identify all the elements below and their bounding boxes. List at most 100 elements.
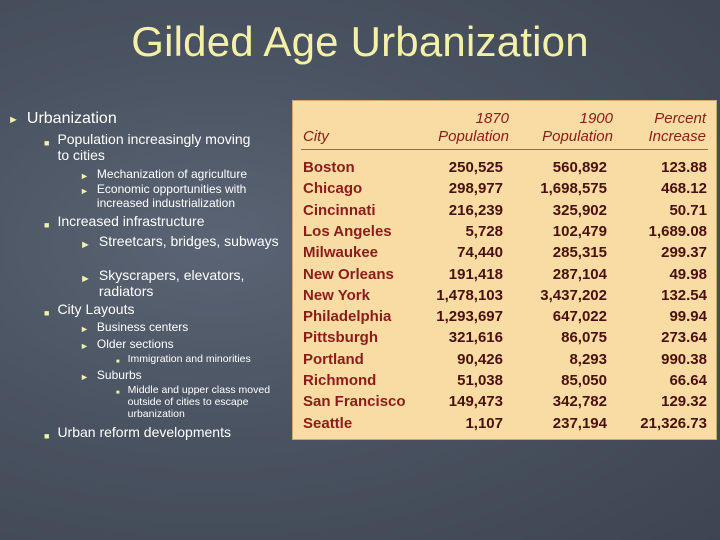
arrow-bullet-icon: ► <box>80 186 89 196</box>
cell-percent-increase: 990.38 <box>661 350 707 368</box>
cell-1900-population: 342,782 <box>552 393 607 411</box>
bullet-text: Skyscrapers, elevators, radiators <box>98 267 245 299</box>
square-bullet-icon: ■ <box>44 220 50 230</box>
cell-1900-population: 86,075 <box>561 329 607 347</box>
bullet-city-layouts: ■ City Layouts <box>44 301 274 321</box>
header-1870-population: Population <box>438 128 509 145</box>
cell-percent-increase: 21,326.73 <box>640 414 707 432</box>
cell-city: New York <box>303 286 370 304</box>
cell-1900-population: 102,479 <box>552 222 607 240</box>
bullet-text: Mechanization of agriculture <box>96 167 248 181</box>
bullet-text: City Layouts <box>57 301 135 317</box>
bullet-middle-upper-class: ■ Middle and upper class moved outside o… <box>116 384 276 420</box>
header-city: City <box>303 128 329 145</box>
bullet-economic: ► Economic opportunities with increased … <box>80 182 280 210</box>
bullet-urbanization: ► Urbanization <box>8 110 117 128</box>
cell-percent-increase: 123.88 <box>661 159 707 176</box>
cell-city: Cincinnati <box>303 201 376 219</box>
bullet-text: Economic opportunities with increased in… <box>96 182 247 210</box>
bullet-streetcars: ► Streetcars, bridges, subways <box>80 233 280 253</box>
arrow-bullet-icon: ► <box>80 324 89 334</box>
bullet-text: Middle and upper class moved outside of … <box>127 384 271 420</box>
bullet-immigration: ■ Immigration and minorities <box>116 353 286 368</box>
cell-city: Pittsburgh <box>303 329 378 347</box>
slide-title: Gilded Age Urbanization <box>131 18 589 65</box>
cell-1870-population: 298,977 <box>448 180 503 198</box>
square-bullet-icon: ■ <box>116 359 120 365</box>
bullet-infrastructure: ■ Increased infrastructure <box>44 213 274 233</box>
bullet-text: Urban reform developments <box>57 424 231 440</box>
cell-1870-population: 1,478,103 <box>436 286 503 304</box>
cell-percent-increase: 50.71 <box>669 201 707 219</box>
cell-1900-population: 560,892 <box>552 159 607 176</box>
bullet-text: Immigration and minorities <box>127 353 251 365</box>
bullet-text: Streetcars, bridges, subways <box>98 233 279 249</box>
square-bullet-icon: ■ <box>44 138 50 148</box>
square-bullet-icon: ■ <box>116 390 120 396</box>
cell-percent-increase: 66.64 <box>669 372 707 389</box>
cell-city: Los Angeles <box>303 222 392 240</box>
cell-1900-population: 285,315 <box>552 244 607 262</box>
bullet-suburbs: ► Suburbs <box>80 368 280 384</box>
arrow-bullet-icon: ► <box>80 372 89 382</box>
cell-1900-population: 3,437,202 <box>540 286 607 304</box>
arrow-bullet-icon: ► <box>80 273 91 285</box>
bullet-business-centers: ► Business centers <box>80 320 280 336</box>
cell-city: San Francisco <box>303 393 406 411</box>
arrow-bullet-icon: ► <box>80 341 89 351</box>
arrow-bullet-icon: ► <box>8 114 19 126</box>
bullet-text: Urbanization <box>26 110 117 127</box>
square-bullet-icon: ■ <box>44 308 50 318</box>
cell-city: Philadelphia <box>303 308 392 326</box>
bullet-text: Population increasingly moving to cities <box>57 131 251 163</box>
bullet-text: Suburbs <box>96 368 142 382</box>
cell-city: Seattle <box>303 414 353 432</box>
cell-city: Chicago <box>303 180 363 198</box>
cell-1870-population: 250,525 <box>448 159 503 176</box>
bullet-older-sections: ► Older sections <box>80 337 280 353</box>
bullet-text: Business centers <box>96 320 189 334</box>
cell-percent-increase: 129.32 <box>661 393 707 411</box>
bullet-text: Increased infrastructure <box>57 213 205 229</box>
cell-city: Portland <box>303 350 364 368</box>
arrow-bullet-icon: ► <box>80 239 91 251</box>
cell-1900-population: 85,050 <box>561 372 607 389</box>
cell-percent-increase: 132.54 <box>661 286 707 304</box>
cell-1870-population: 5,728 <box>465 222 503 240</box>
cell-city: Milwaukee <box>303 244 379 262</box>
cell-1870-population: 216,239 <box>448 201 503 219</box>
cell-1900-population: 8,293 <box>569 350 607 368</box>
cell-1900-population: 287,104 <box>552 265 607 283</box>
arrow-bullet-icon: ► <box>80 171 89 181</box>
cell-1870-population: 149,473 <box>448 393 503 411</box>
cell-1900-population: 647,022 <box>552 308 607 326</box>
header-1870-year: 1870 <box>475 110 509 127</box>
cell-percent-increase: 468.12 <box>661 180 707 198</box>
population-table: City 1870 Population 1900 Population Per… <box>292 100 717 440</box>
bullet-skyscrapers: ► Skyscrapers, elevators, radiators <box>80 267 280 299</box>
cell-city: New Orleans <box>303 265 394 283</box>
cell-percent-increase: 273.64 <box>661 329 707 347</box>
bullet-urban-reform: ■ Urban reform developments <box>44 424 284 444</box>
cell-1900-population: 1,698,575 <box>540 180 607 198</box>
cell-city: Richmond <box>303 372 377 389</box>
cell-percent-increase: 49.98 <box>669 265 707 283</box>
cell-city: Boston <box>303 159 355 176</box>
square-bullet-icon: ■ <box>44 431 50 441</box>
cell-1870-population: 51,038 <box>457 372 503 389</box>
header-percent: Percent <box>654 110 706 127</box>
cell-percent-increase: 299.37 <box>661 244 707 262</box>
cell-percent-increase: 99.94 <box>669 308 707 326</box>
header-1900-year: 1900 <box>579 110 613 127</box>
cell-1870-population: 191,418 <box>448 265 503 283</box>
bullet-population: ■ Population increasingly moving to citi… <box>44 131 264 163</box>
bullet-mechanization: ► Mechanization of agriculture <box>80 167 280 183</box>
cell-1870-population: 74,440 <box>457 244 503 262</box>
cell-1870-population: 1,293,697 <box>436 308 503 326</box>
cell-percent-increase: 1,689.08 <box>648 222 707 240</box>
cell-1870-population: 90,426 <box>457 350 503 368</box>
header-1900-population: Population <box>542 128 613 145</box>
cell-1900-population: 325,902 <box>552 201 607 219</box>
cell-1870-population: 321,616 <box>448 329 503 347</box>
cell-1870-population: 1,107 <box>465 414 503 432</box>
